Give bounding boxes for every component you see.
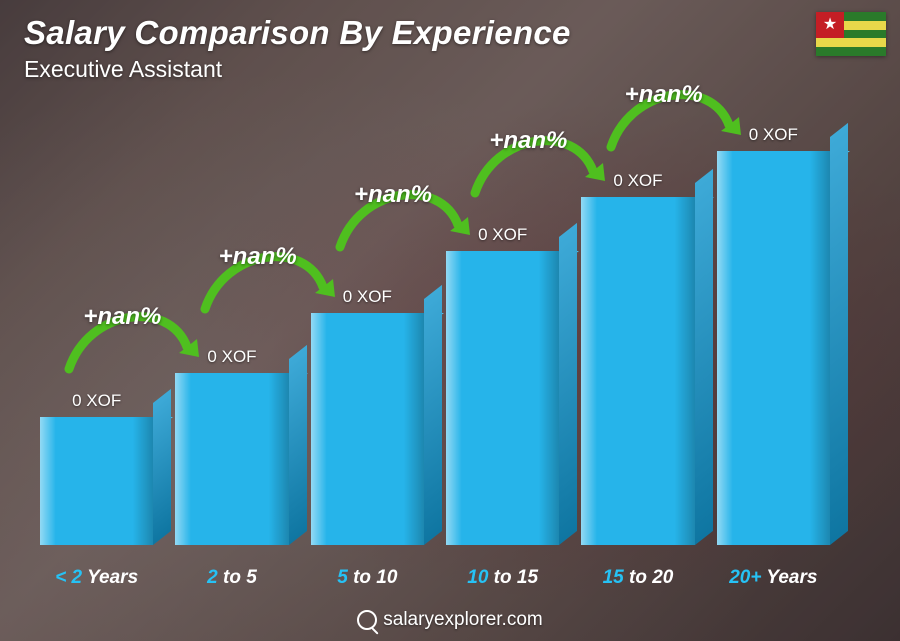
chart-title: Salary Comparison By Experience xyxy=(24,14,571,52)
bar-3: +nan%0 XOF xyxy=(446,225,559,545)
increase-label: +nan% xyxy=(219,243,297,271)
bar-shape xyxy=(581,197,694,545)
bar-shape xyxy=(40,417,153,545)
bar-shape xyxy=(717,151,830,545)
bar-shape xyxy=(175,373,288,545)
bar-5: +nan%0 XOF xyxy=(717,125,830,545)
x-axis-labels: < 2 Years 2 to 5 5 to 10 10 to 15 15 to 20 20… xyxy=(30,567,840,589)
bar-value-label: 0 XOF xyxy=(749,125,798,145)
bar-0: 0 XOF xyxy=(40,391,153,545)
chart-subtitle: Executive Assistant xyxy=(24,56,222,83)
bar-chart: 0 XOF+nan%0 XOF+nan%0 XOF+nan%0 XOF+nan%… xyxy=(30,120,840,545)
bar-value-label: 0 XOF xyxy=(207,347,256,367)
x-axis-label: 10 to 15 xyxy=(446,567,559,589)
x-axis-label: 15 to 20 xyxy=(581,567,694,589)
x-axis-label: < 2 Years xyxy=(40,567,153,589)
bar-value-label: 0 XOF xyxy=(343,287,392,307)
increase-label: +nan% xyxy=(354,181,432,209)
x-axis-label: 5 to 10 xyxy=(311,567,424,589)
bar-value-label: 0 XOF xyxy=(72,391,121,411)
increase-label: +nan% xyxy=(83,303,161,331)
increase-label: +nan% xyxy=(489,127,567,155)
bar-shape xyxy=(311,313,424,545)
country-flag-togo: ★ xyxy=(816,12,886,56)
x-axis-label: 20+ Years xyxy=(717,567,830,589)
x-axis-label: 2 to 5 xyxy=(175,567,288,589)
search-icon xyxy=(357,610,377,630)
bar-1: +nan%0 XOF xyxy=(175,347,288,545)
increase-label: +nan% xyxy=(625,81,703,109)
brand-name: salaryexplorer xyxy=(383,609,501,630)
bar-value-label: 0 XOF xyxy=(478,225,527,245)
footer-brand: salaryexplorer.com xyxy=(0,609,900,631)
bar-4: +nan%0 XOF xyxy=(581,171,694,545)
bar-value-label: 0 XOF xyxy=(613,171,662,191)
bar-shape xyxy=(446,251,559,545)
bar-2: +nan%0 XOF xyxy=(311,287,424,545)
brand-tld: .com xyxy=(502,609,543,630)
